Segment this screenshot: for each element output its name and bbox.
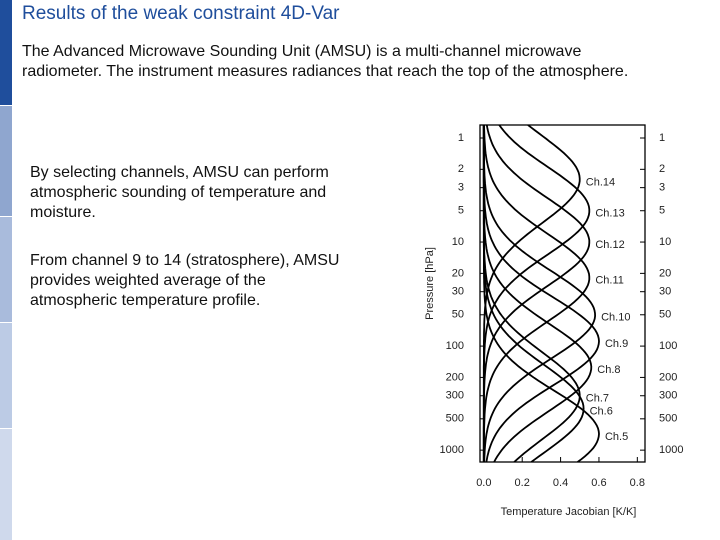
weighting-curve: [482, 125, 581, 462]
y-tick-label: 5: [458, 205, 464, 217]
channel-label: Ch.10: [601, 312, 630, 324]
y-tick-label: 1000: [440, 444, 464, 456]
y-tick-label: 100: [446, 340, 464, 352]
channel-label: Ch.14: [586, 176, 615, 188]
y-tick-label: 20: [452, 267, 464, 279]
y-tick-label: 50: [452, 309, 464, 321]
weighting-curve: [482, 125, 600, 462]
side-strip: [0, 0, 12, 540]
x-tick-label: 0.2: [515, 477, 530, 489]
y-tick-label-right: 10: [659, 236, 671, 248]
y-tick-label: 300: [446, 390, 464, 402]
weighting-curve: [482, 125, 581, 462]
channel-label: Ch.11: [595, 275, 624, 287]
y-tick-label-right: 3: [659, 182, 665, 194]
text-line: provides weighted average of the: [30, 272, 266, 289]
y-axis-label: Pressure [hPa]: [424, 247, 436, 320]
channel-label: Ch.6: [590, 406, 613, 418]
x-tick-label: 0.4: [553, 477, 568, 489]
channel-label: Ch.13: [595, 208, 624, 220]
y-tick-label: 1: [458, 132, 464, 144]
y-tick-label-right: 20: [659, 267, 671, 279]
chart: 1 1 2 2 3 3 5 5 10 10 20 20 30 30 50 50 100 100 200 200 300 3…: [424, 124, 683, 518]
y-tick-label-right: 1000: [659, 444, 683, 456]
text-line: By selecting channels, AMSU can perform: [30, 164, 329, 181]
y-tick-label: 200: [446, 371, 464, 383]
channel-label: Ch.5: [605, 431, 628, 443]
x-tick-label: 0.0: [476, 477, 491, 489]
curves: [482, 125, 600, 462]
plot-frame: [479, 124, 646, 463]
slide-title: Results of the weak constraint 4D-Var: [22, 3, 340, 24]
y-tick-label-right: 2: [659, 163, 665, 175]
y-tick-label: 30: [452, 286, 464, 298]
intro-text: The Advanced Microwave Sounding Unit (AM…: [22, 42, 628, 82]
x-axis-label: Temperature Jacobian [K/K]: [501, 506, 637, 518]
y-tick-label-right: 100: [659, 340, 677, 352]
x-tick-label: 0.6: [591, 477, 606, 489]
y-tick-label: 3: [458, 182, 464, 194]
text-line: radiometer. The instrument measures radi…: [22, 63, 629, 80]
y-tick-label: 500: [446, 413, 464, 425]
x-tick-label: 0.8: [630, 477, 645, 489]
text-line: moisture.: [30, 204, 96, 221]
bullet-text: By selecting channels, AMSU can perform a…: [30, 163, 329, 223]
y-tick-label-right: 30: [659, 286, 671, 298]
weighting-curve: [482, 125, 585, 462]
text-line: atmospheric temperature profile.: [30, 292, 261, 309]
channel-label: Ch.9: [605, 338, 628, 350]
text-line: atmospheric sounding of temperature and: [30, 184, 327, 201]
weighting-curve: [482, 125, 591, 462]
y-tick-label-right: 5: [659, 205, 665, 217]
y-tick-label-right: 1: [659, 132, 665, 144]
bullet-text: From channel 9 to 14 (stratosphere), AMS…: [30, 251, 339, 311]
channel-label: Ch.8: [597, 364, 620, 376]
y-tick-label-right: 500: [659, 413, 677, 425]
channel-label: Ch.12: [595, 239, 624, 251]
channel-label: Ch.7: [586, 393, 609, 405]
y-tick-label-right: 200: [659, 371, 677, 383]
text-line: From channel 9 to 14 (stratosphere), AMS…: [30, 252, 340, 269]
y-tick-label: 2: [458, 163, 464, 175]
y-tick-label-right: 50: [659, 309, 671, 321]
y-tick-label-right: 300: [659, 390, 677, 402]
y-tick-label: 10: [452, 236, 464, 248]
text-line: The Advanced Microwave Sounding Unit (AM…: [22, 43, 582, 60]
